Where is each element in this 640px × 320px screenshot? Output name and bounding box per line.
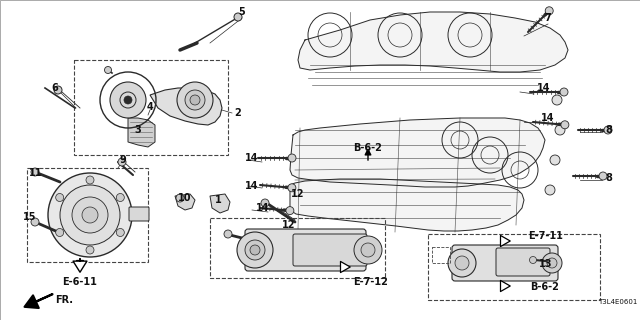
Text: B-6-2: B-6-2	[353, 143, 383, 153]
Text: 1: 1	[214, 195, 221, 205]
Polygon shape	[290, 179, 524, 231]
Bar	[74, 60, 228, 155]
Circle shape	[116, 194, 124, 202]
Polygon shape	[150, 88, 222, 125]
Polygon shape	[290, 118, 545, 187]
Text: 4: 4	[147, 102, 154, 112]
Circle shape	[176, 194, 184, 202]
Circle shape	[550, 155, 560, 165]
FancyArrowPatch shape	[340, 261, 350, 273]
Circle shape	[237, 232, 273, 268]
FancyArrowPatch shape	[500, 280, 510, 292]
Circle shape	[224, 230, 232, 238]
Text: 11: 11	[29, 168, 43, 178]
Circle shape	[116, 228, 124, 236]
Text: FR.: FR.	[55, 295, 73, 305]
Text: 6: 6	[52, 83, 58, 93]
Circle shape	[599, 172, 607, 180]
Circle shape	[555, 125, 565, 135]
Text: 14: 14	[245, 181, 259, 191]
Text: 15: 15	[23, 212, 36, 222]
Circle shape	[455, 256, 469, 270]
Circle shape	[31, 168, 39, 176]
Circle shape	[48, 173, 132, 257]
Circle shape	[286, 207, 294, 215]
Text: E-7-11: E-7-11	[528, 231, 563, 241]
Circle shape	[56, 194, 64, 202]
Text: 12: 12	[291, 189, 305, 199]
Text: 12: 12	[282, 220, 296, 230]
Text: T3L4E0601: T3L4E0601	[598, 299, 637, 305]
Bar	[428, 234, 600, 300]
Text: 8: 8	[605, 125, 612, 135]
Circle shape	[245, 240, 265, 260]
Circle shape	[288, 184, 296, 192]
Circle shape	[190, 95, 200, 105]
Circle shape	[361, 243, 375, 257]
Circle shape	[82, 207, 98, 223]
Text: 7: 7	[545, 13, 552, 23]
Text: 5: 5	[239, 7, 245, 17]
Circle shape	[354, 236, 382, 264]
Text: 3: 3	[134, 125, 141, 135]
Circle shape	[250, 245, 260, 255]
Circle shape	[54, 86, 62, 94]
FancyBboxPatch shape	[293, 234, 367, 266]
Text: E-7-12: E-7-12	[353, 277, 388, 287]
Circle shape	[177, 82, 213, 118]
Circle shape	[86, 246, 94, 254]
Circle shape	[542, 253, 562, 273]
Circle shape	[118, 158, 126, 166]
Polygon shape	[128, 118, 155, 147]
Polygon shape	[175, 194, 195, 210]
Circle shape	[448, 249, 476, 277]
Circle shape	[60, 185, 120, 245]
Text: 8: 8	[605, 173, 612, 183]
Circle shape	[604, 126, 612, 134]
Text: 14: 14	[256, 203, 269, 213]
Circle shape	[529, 257, 536, 263]
Bar	[27, 168, 148, 262]
Text: 13: 13	[539, 259, 552, 269]
Text: 14: 14	[537, 83, 550, 93]
Circle shape	[185, 90, 205, 110]
Polygon shape	[298, 12, 568, 72]
Text: 14: 14	[541, 113, 554, 123]
Polygon shape	[210, 194, 230, 213]
Circle shape	[547, 258, 557, 268]
FancyBboxPatch shape	[452, 245, 558, 281]
Text: 2: 2	[235, 108, 241, 118]
Circle shape	[31, 218, 39, 226]
Circle shape	[56, 228, 64, 236]
Circle shape	[124, 96, 132, 104]
FancyBboxPatch shape	[496, 248, 550, 276]
Circle shape	[72, 197, 108, 233]
Circle shape	[560, 88, 568, 96]
FancyBboxPatch shape	[245, 229, 366, 271]
Circle shape	[104, 67, 111, 74]
FancyArrowPatch shape	[73, 259, 87, 272]
Circle shape	[561, 121, 569, 129]
FancyArrowPatch shape	[24, 294, 52, 308]
Circle shape	[545, 7, 553, 15]
Text: B-6-2: B-6-2	[530, 282, 559, 292]
Bar	[432, 247, 450, 263]
Text: 9: 9	[120, 155, 127, 165]
FancyBboxPatch shape	[129, 207, 149, 221]
FancyArrowPatch shape	[500, 236, 510, 246]
Text: E-6-11: E-6-11	[63, 277, 97, 287]
Circle shape	[234, 13, 242, 21]
Circle shape	[110, 82, 146, 118]
Text: 10: 10	[179, 193, 192, 203]
Circle shape	[552, 95, 562, 105]
Text: 14: 14	[245, 153, 259, 163]
Circle shape	[261, 199, 269, 207]
Circle shape	[86, 176, 94, 184]
Circle shape	[545, 185, 555, 195]
Circle shape	[288, 154, 296, 162]
Bar	[210, 218, 385, 278]
